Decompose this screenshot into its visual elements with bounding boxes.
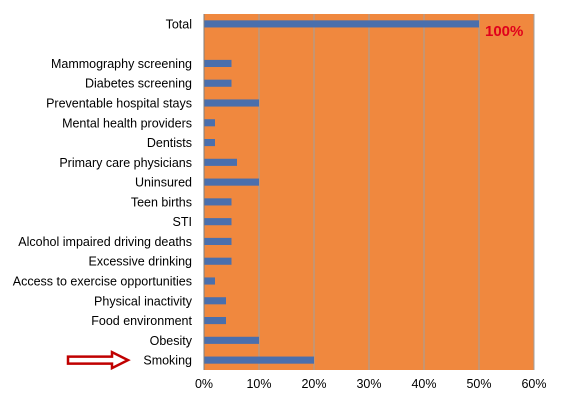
category-label: Access to exercise opportunities — [13, 275, 192, 289]
bar-diabetes-screening — [204, 79, 232, 87]
annotation-label: 100% — [485, 23, 523, 40]
bar-food-environment — [204, 316, 226, 325]
highlight-arrow-icon — [66, 350, 131, 371]
x-tick-label: 20% — [301, 377, 326, 391]
bar-sti — [204, 218, 232, 226]
category-label: Dentists — [147, 136, 192, 150]
bar-uninsured — [204, 178, 259, 186]
category-label: Primary care physicians — [59, 156, 192, 170]
category-label: STI — [173, 215, 192, 229]
bar-primary-care-physicians — [204, 158, 237, 166]
category-label: Teen births — [131, 195, 192, 209]
category-label: Excessive drinking — [88, 255, 192, 269]
x-tick-label: 60% — [521, 377, 546, 391]
category-label: Uninsured — [135, 176, 192, 190]
category-label: Total — [166, 17, 192, 31]
bar-excessive-drinking — [204, 257, 232, 265]
x-tick-label: 10% — [246, 377, 271, 391]
bar-dentists — [204, 138, 215, 147]
category-label: Mammography screening — [51, 57, 192, 71]
category-label: Physical inactivity — [94, 294, 193, 308]
bar-total — [204, 20, 479, 28]
bar-alcohol-impaired-driving-deaths — [204, 237, 232, 246]
bar-obesity — [204, 336, 259, 344]
category-label: Diabetes screening — [85, 77, 192, 91]
bar-mental-health-providers — [204, 119, 215, 127]
bar-physical-inactivity — [204, 297, 226, 305]
bar-access-to-exercise-opportunities — [204, 277, 215, 285]
x-tick-label: 40% — [411, 377, 436, 391]
x-tick-label: 30% — [356, 377, 381, 391]
annotations: 100% — [485, 23, 523, 40]
bar-mammography-screening — [204, 59, 232, 68]
x-tick-label: 50% — [466, 377, 491, 391]
category-label: Smoking — [143, 354, 192, 368]
category-label: Mental health providers — [62, 116, 192, 130]
category-label: Preventable hospital stays — [46, 97, 192, 111]
x-tick-labels: 0% 10% 20% 30% 40% 50% 60% — [195, 377, 547, 391]
gridlines — [258, 14, 535, 370]
x-tick-label: 0% — [195, 377, 213, 391]
bar-teen-births — [204, 198, 232, 206]
category-label: Food environment — [91, 314, 192, 328]
category-label: Alcohol impaired driving deaths — [18, 235, 192, 249]
bar-smoking — [204, 356, 314, 364]
bars — [204, 20, 479, 364]
arrow-shape — [66, 350, 131, 371]
category-labels: Total Mammography screening Diabetes scree… — [13, 17, 193, 367]
bar-preventable-hospital-stays — [204, 99, 259, 107]
category-label: Obesity — [150, 334, 193, 348]
